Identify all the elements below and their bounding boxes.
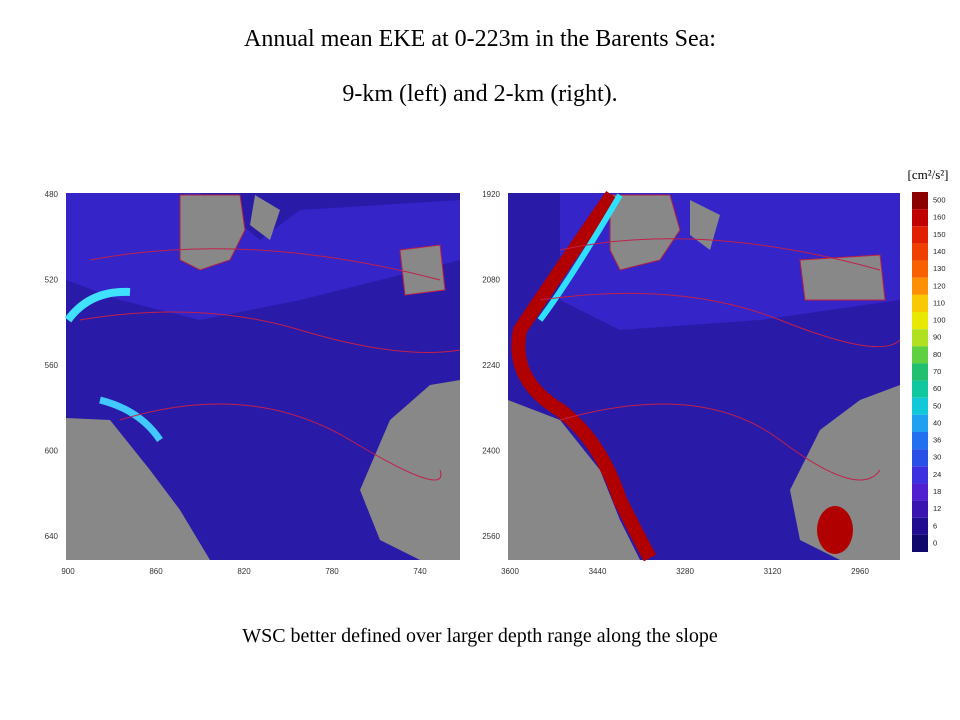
title-line: 9-km (left) and 2-km (right). [342,81,617,107]
land [179,194,246,271]
land [250,195,280,240]
colorbar-label: 80 [933,350,941,359]
colorbar-label: 130 [933,264,946,273]
colorbar-label: 70 [933,367,941,376]
eddy-band [99,396,163,443]
colorbar-swatch [912,363,928,381]
y-tick-label: 1920 [482,190,500,199]
eddy-band [511,191,657,562]
land [790,385,900,560]
contour [539,238,901,481]
colorbar-swatch [912,380,928,398]
caption: WSC better defined over larger depth ran… [242,625,718,647]
colorbar-swatch [912,312,928,330]
x-tick-label: 860 [149,567,163,576]
map-right [508,191,901,562]
colorbar-label: 50 [933,401,941,410]
colorbar-swatch [912,517,928,535]
colorbar-swatch [912,397,928,415]
land [690,200,720,250]
colorbar-swatch [912,500,928,518]
land [508,400,640,560]
title-line: Annual mean EKE at 0-223m in the Barents… [244,26,716,52]
y-tick-label: 2240 [482,361,500,370]
eddy-band [537,193,623,322]
colorbar-label: 36 [933,436,941,445]
colorbar-label: 6 [933,521,937,530]
contour [79,248,461,481]
colorbar-swatch [912,329,928,347]
land [609,194,681,271]
x-tick-label: 3440 [589,567,607,576]
colorbar-label: 12 [933,504,941,513]
colorbar-swatch [912,534,928,552]
y-tick-label: 2080 [482,276,500,285]
colorbar-swatch [912,346,928,364]
colorbar-swatch [912,449,928,467]
colorbar-label: 500 [933,196,946,205]
colorbar-label: 100 [933,316,946,325]
x-tick-label: 740 [413,567,427,576]
colorbar-label: 30 [933,453,941,462]
land [399,244,446,296]
x-tick-label: 900 [61,567,75,576]
colorbar-label: 160 [933,213,946,222]
colorbar-swatch [912,226,928,244]
colorbar-label: 18 [933,487,941,496]
x-tick-label: 3120 [764,567,782,576]
colorbar-swatch [912,260,928,278]
colorbar-label: 60 [933,384,941,393]
y-tick-label: 520 [45,276,59,285]
x-tick-label: 820 [237,567,251,576]
land [799,254,886,301]
y-tick-label: 560 [45,361,59,370]
x-tick-label: 780 [325,567,339,576]
colorbar-swatch [912,243,928,261]
colorbar-label: 40 [933,418,941,427]
y-tick-label: 2400 [482,447,500,456]
colorbar-swatch [912,209,928,227]
y-tick-label: 2560 [482,532,500,541]
colorbar-swatch [912,483,928,501]
colorbar-label: 140 [933,247,946,256]
x-tick-label: 2960 [851,567,869,576]
colorbar-label: 120 [933,281,946,290]
map-left [64,193,461,560]
colorbar-swatch [912,414,928,432]
x-tick-label: 3280 [676,567,694,576]
colorbar-swatch [912,466,928,484]
colorbar-swatch [912,277,928,295]
colorbar-label: 24 [933,470,941,479]
eddy-band [64,287,131,323]
unit-label: [cm²/s²] [907,167,948,182]
x-tick-label: 3600 [501,567,519,576]
colorbar-label: 90 [933,333,941,342]
land [66,418,210,560]
y-tick-label: 600 [45,447,59,456]
land [360,380,460,560]
y-tick-label: 480 [45,190,59,199]
y-tick-label: 640 [45,532,59,541]
map-region [66,193,460,320]
eddy-spot [817,506,853,554]
colorbar-label: 0 [933,538,937,547]
colorbar-swatch [912,432,928,450]
colorbar-swatch [912,192,928,210]
colorbar-label: 110 [933,298,945,307]
colorbar-swatch [912,294,928,312]
colorbar-label: 150 [933,230,946,239]
